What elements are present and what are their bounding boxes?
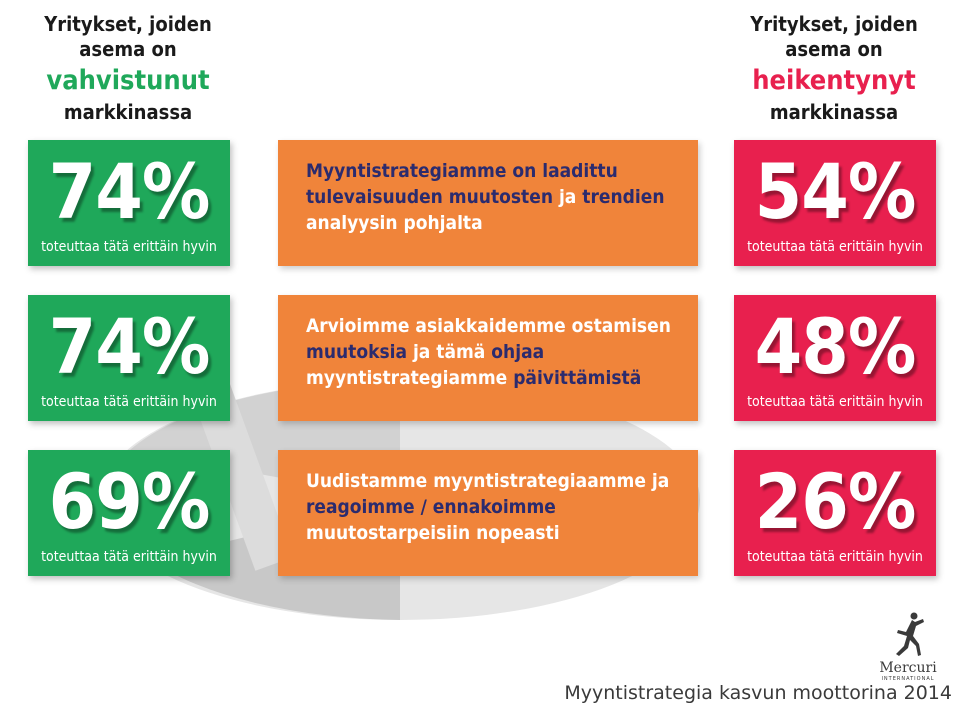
left-header-line1: Yritykset, joiden	[44, 12, 212, 36]
mercury-figure-icon	[896, 612, 924, 656]
left-stat-box-3: 69% toteuttaa tätä erittäin hyvin	[28, 450, 230, 576]
statement-2-segment-3: muutoksia	[306, 341, 413, 363]
left-stat-subtitle-3: toteuttaa tätä erittäin hyvin	[41, 549, 217, 565]
statement-2-segment-5: ohjaa	[491, 341, 545, 363]
statement-1-segment-5: analyysin pohjalta	[306, 212, 483, 234]
right-stat-box-3: 26% toteuttaa tätä erittäin hyvin	[734, 450, 936, 576]
left-stat-box-2: 74% toteuttaa tätä erittäin hyvin	[28, 295, 230, 421]
right-stat-subtitle-1: toteuttaa tätä erittäin hyvin	[747, 239, 923, 255]
right-header-line2: asema on	[785, 37, 883, 61]
statement-2-segment-1: Arvioimme asiakkaidemme	[306, 315, 572, 337]
left-stat-box-1: 74% toteuttaa tätä erittäin hyvin	[28, 140, 230, 266]
left-stat-value-2: 74%	[48, 302, 211, 391]
statement-box-2: Arvioimme asiakkaidemme ostamisen muutok…	[278, 295, 698, 421]
right-stat-subtitle-2: toteuttaa tätä erittäin hyvin	[747, 394, 923, 410]
right-header-line1: Yritykset, joiden	[750, 12, 918, 36]
right-stat-value-3: 26%	[754, 457, 917, 546]
statement-3-segment-2: ja	[651, 470, 670, 492]
statement-3-segment-1: Uudistamme myyntistrategiaamme	[306, 470, 652, 492]
statement-1-segment-1: Myyntistrategiamme on laadittu	[306, 160, 618, 182]
right-header-line4: markkinassa	[769, 100, 899, 124]
right-stat-subtitle-3: toteuttaa tätä erittäin hyvin	[747, 549, 923, 565]
logo-brand-name: Mercuri	[879, 660, 937, 676]
statement-1-segment-2: tulevaisuuden muutosten	[306, 186, 559, 208]
statement-3-segment-4: muutostarpeisiin nopeasti	[306, 522, 560, 544]
right-header-highlight: heikentynyt	[752, 65, 916, 96]
right-stat-box-1: 54% toteuttaa tätä erittäin hyvin	[734, 140, 936, 266]
left-stat-value-1: 74%	[48, 147, 211, 236]
left-header-line4: markkinassa	[63, 100, 193, 124]
statement-2-segment-4: ja tämä	[412, 341, 492, 363]
statement-1-segment-4: trendien	[582, 186, 665, 208]
left-stat-subtitle-1: toteuttaa tätä erittäin hyvin	[41, 239, 217, 255]
statement-box-1: Myyntistrategiamme on laadittu tulevaisu…	[278, 140, 698, 266]
right-stat-box-2: 48% toteuttaa tätä erittäin hyvin	[734, 295, 936, 421]
statement-1-segment-3: ja	[558, 186, 583, 208]
statement-box-3: Uudistamme myyntistrategiaamme ja reagoi…	[278, 450, 698, 576]
right-stat-value-2: 48%	[754, 302, 917, 391]
right-stat-value-1: 54%	[754, 147, 917, 236]
left-column-header: Yritykset, joiden asema on vahvistunut m…	[28, 12, 228, 125]
logo-tagline: INTERNATIONAL	[881, 676, 935, 682]
statement-3-segment-3: reagoimme / ennakoimme	[306, 496, 556, 518]
left-header-line2: asema on	[79, 37, 177, 61]
left-stat-subtitle-2: toteuttaa tätä erittäin hyvin	[41, 394, 217, 410]
footer-title: Myyntistrategia kasvun moottorina 2014	[564, 682, 952, 704]
statement-2-segment-7: päivittämistä	[513, 367, 642, 389]
left-stat-value-3: 69%	[48, 457, 211, 546]
statement-2-segment-6: myyntistrategiamme	[306, 367, 514, 389]
statement-2-segment-2: ostamisen	[571, 315, 671, 337]
right-column-header: Yritykset, joiden asema on heikentynyt m…	[734, 12, 934, 125]
left-header-highlight: vahvistunut	[46, 65, 210, 96]
mercuri-logo: Mercuri INTERNATIONAL	[868, 610, 948, 682]
